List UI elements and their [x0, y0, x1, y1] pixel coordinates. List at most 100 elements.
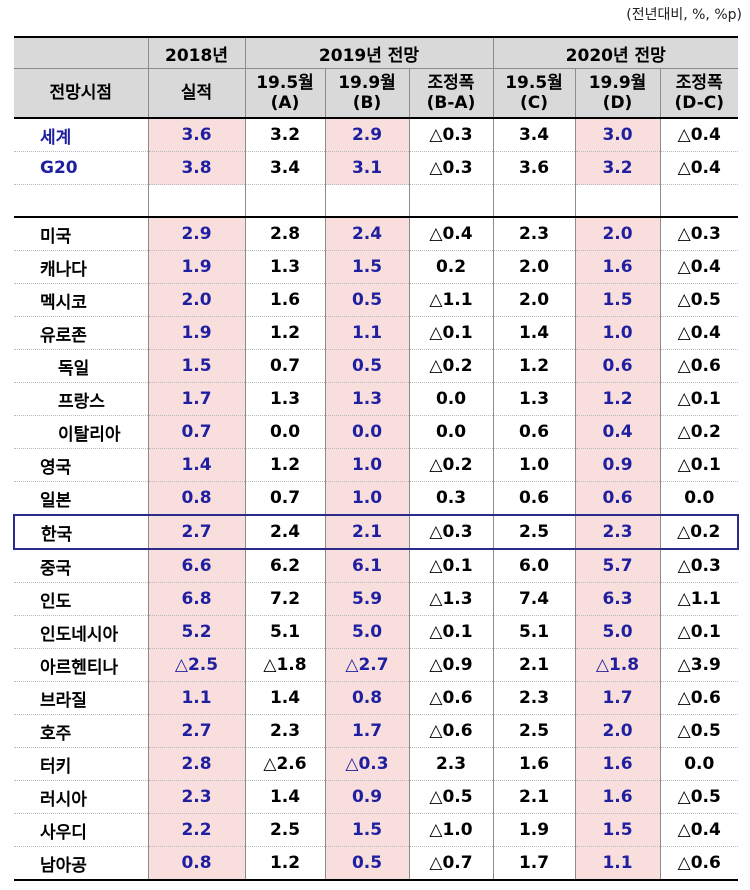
table-row: 미국 2.9 2.8 2.4 △0.4 2.3 2.0 △0.3: [14, 217, 739, 251]
table-row: 중국 6.6 6.2 6.1 △0.1 6.0 5.7 △0.3: [14, 549, 739, 583]
value-cell: △0.5: [659, 283, 739, 317]
row-country: 러시아: [14, 780, 148, 814]
value-cell: 1.0: [324, 448, 409, 482]
value-cell: 2.5: [244, 813, 325, 847]
value-cell: 2.3: [408, 747, 493, 781]
value-cell: 0.0: [244, 415, 325, 449]
header-2019-sep: 19.9월 (B): [324, 68, 409, 119]
section-spacer: [14, 184, 739, 218]
table-row: 브라질 1.1 1.4 0.8 △0.6 2.3 1.7 △0.6: [14, 681, 739, 715]
value-cell: 0.5: [324, 846, 409, 881]
value-cell: △2.5: [147, 648, 245, 682]
value-cell: 1.7: [147, 382, 245, 416]
value-cell: △0.3: [659, 549, 739, 583]
value-cell: 0.2: [408, 250, 493, 284]
value-cell: 3.6: [147, 118, 245, 152]
row-country: 호주: [14, 714, 148, 748]
value-cell: 2.3: [492, 217, 575, 251]
value-cell: △0.3: [659, 217, 739, 251]
value-cell: 1.4: [244, 681, 325, 715]
value-cell: 0.6: [492, 415, 575, 449]
value-cell: △1.1: [659, 582, 739, 616]
value-cell: △0.3: [408, 514, 493, 550]
value-cell: 2.9: [324, 118, 409, 152]
row-country: 이탈리아: [14, 415, 148, 449]
spacer-cell: [659, 184, 739, 218]
table-row: 남아공 0.8 1.2 0.5 △0.7 1.7 1.1 △0.6: [14, 846, 739, 881]
value-cell: 2.2: [147, 813, 245, 847]
spacer-cell: [244, 184, 325, 218]
row-country: 독일: [14, 349, 148, 383]
spacer-cell: [14, 184, 148, 218]
value-cell: △1.1: [408, 283, 493, 317]
value-cell: 1.2: [244, 846, 325, 881]
value-cell: 1.9: [147, 250, 245, 284]
row-country: 멕시코: [14, 283, 148, 317]
value-cell: 0.0: [408, 415, 493, 449]
value-cell: 1.3: [492, 382, 575, 416]
table-row: 인도 6.8 7.2 5.9 △1.3 7.4 6.3 △1.1: [14, 582, 739, 616]
value-cell: 2.9: [147, 217, 245, 251]
value-cell: △0.9: [408, 648, 493, 682]
row-country: 사우디: [14, 813, 148, 847]
value-cell: 1.6: [574, 250, 660, 284]
row-country: 중국: [14, 549, 148, 583]
value-cell: △0.1: [408, 549, 493, 583]
spacer-cell: [324, 184, 409, 218]
header-row-label: 전망시점: [14, 68, 148, 119]
value-cell: 0.0: [324, 415, 409, 449]
value-cell: 3.4: [244, 151, 325, 185]
value-cell: △2.7: [324, 648, 409, 682]
growth-forecast-table: 2018년 2019년 전망 2020년 전망 전망시점 실적 19.5월 (A)…: [13, 36, 740, 881]
header-blank: [14, 37, 148, 69]
value-cell: △0.4: [659, 151, 739, 185]
row-country: 캐나다: [14, 250, 148, 284]
header-2019-may: 19.5월 (A): [244, 68, 325, 119]
value-cell: 1.5: [324, 813, 409, 847]
table-row: 아르헨티나 △2.5 △1.8 △2.7 △0.9 2.1 △1.8 △3.9: [14, 648, 739, 682]
value-cell: 3.1: [324, 151, 409, 185]
value-cell: 0.6: [492, 481, 575, 516]
value-cell: 2.8: [147, 747, 245, 781]
value-cell: 1.2: [492, 349, 575, 383]
value-cell: 2.0: [574, 714, 660, 748]
value-cell: △0.2: [659, 415, 739, 449]
row-country: 아르헨티나: [14, 648, 148, 682]
value-cell: 1.5: [574, 813, 660, 847]
value-cell: 2.8: [244, 217, 325, 251]
value-cell: △0.4: [659, 316, 739, 350]
value-cell: 6.1: [324, 549, 409, 583]
table-row: 독일 1.5 0.7 0.5 △0.2 1.2 0.6 △0.6: [14, 349, 739, 383]
value-cell: △0.2: [659, 514, 740, 550]
table-row: 멕시코 2.0 1.6 0.5 △1.1 2.0 1.5 △0.5: [14, 283, 739, 317]
value-cell: 1.5: [324, 250, 409, 284]
value-cell: 0.0: [659, 747, 739, 781]
value-cell: 1.1: [574, 846, 660, 881]
value-cell: 2.3: [492, 681, 575, 715]
row-country: 일본: [14, 481, 148, 516]
table-row: 사우디 2.2 2.5 1.5 △1.0 1.9 1.5 △0.4: [14, 813, 739, 847]
value-cell: 1.2: [574, 382, 660, 416]
value-cell: △0.2: [408, 448, 493, 482]
value-cell: 5.0: [324, 615, 409, 649]
value-cell: 1.1: [147, 681, 245, 715]
value-cell: △0.6: [408, 681, 493, 715]
value-cell: 0.8: [324, 681, 409, 715]
value-cell: 1.4: [147, 448, 245, 482]
value-cell: 0.9: [324, 780, 409, 814]
table-row: 인도네시아 5.2 5.1 5.0 △0.1 5.1 5.0 △0.1: [14, 615, 739, 649]
value-cell: 0.0: [659, 481, 739, 516]
header-2020-forecast: 2020년 전망: [492, 37, 739, 69]
value-cell: 1.9: [147, 316, 245, 350]
spacer-cell: [408, 184, 493, 218]
value-cell: 1.6: [574, 747, 660, 781]
table-row: 영국 1.4 1.2 1.0 △0.2 1.0 0.9 △0.1: [14, 448, 739, 482]
value-cell: △0.2: [408, 349, 493, 383]
table-row: 러시아 2.3 1.4 0.9 △0.5 2.1 1.6 △0.5: [14, 780, 739, 814]
value-cell: 5.7: [574, 549, 660, 583]
value-cell: △0.5: [659, 780, 739, 814]
value-cell: △2.6: [244, 747, 325, 781]
value-cell: △0.6: [408, 714, 493, 748]
header-2020-sep: 19.9월 (D): [574, 68, 660, 119]
value-cell: 3.2: [244, 118, 325, 152]
